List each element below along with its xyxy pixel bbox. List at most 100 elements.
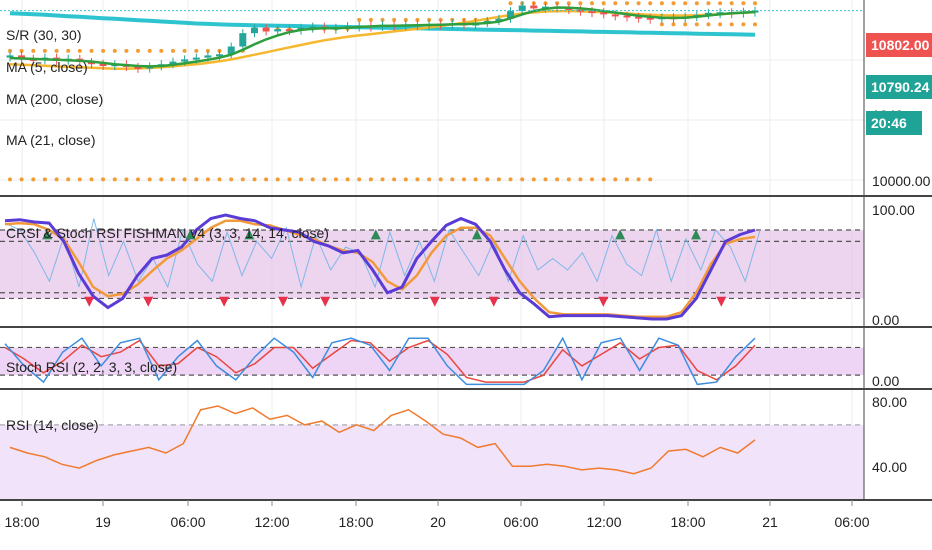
sr-level-dot bbox=[462, 177, 466, 182]
sr-level-dot bbox=[8, 177, 12, 182]
price-tag-box bbox=[866, 75, 932, 99]
sr-level-dot bbox=[636, 1, 641, 6]
main-price-pane bbox=[0, 1, 864, 182]
sr-level-dot bbox=[741, 22, 746, 27]
sr-level-dot bbox=[450, 177, 455, 182]
time-axis-label: 12:00 bbox=[254, 514, 289, 530]
sr-level-dot bbox=[124, 48, 129, 53]
sr-level-dot bbox=[380, 17, 385, 22]
time-axis-label: 20 bbox=[430, 514, 446, 530]
sr-level-dot bbox=[718, 22, 723, 27]
sr-level-dot bbox=[392, 177, 397, 182]
price-tag-box bbox=[866, 111, 922, 135]
candle-body bbox=[507, 11, 514, 19]
sr-level-dot bbox=[136, 177, 140, 182]
sr-level-dot bbox=[136, 48, 140, 53]
candle-body bbox=[216, 54, 223, 57]
sr-level-dot bbox=[659, 22, 664, 27]
crsi-light-line bbox=[4, 218, 761, 289]
time-axis-label: 18:00 bbox=[338, 514, 373, 530]
stoch-band-fill bbox=[0, 347, 864, 376]
sr-level-dot bbox=[368, 177, 373, 182]
sr-level-dot bbox=[101, 48, 106, 53]
sell-signal-marker bbox=[143, 296, 154, 307]
candle-body bbox=[227, 46, 235, 55]
sr-level-dot bbox=[147, 48, 152, 53]
candle-body bbox=[239, 33, 247, 47]
candle-body bbox=[274, 29, 282, 32]
sr-level-dot bbox=[601, 1, 606, 6]
sr-level-dot bbox=[66, 177, 71, 182]
crsi-axis-label: 0.00 bbox=[872, 312, 899, 328]
buy-signal-marker bbox=[185, 229, 196, 240]
buy-signal-marker bbox=[615, 229, 626, 240]
buy-signal-marker bbox=[244, 229, 255, 240]
sr-level-dot bbox=[357, 177, 362, 182]
rsi-axis-label: 40.00 bbox=[872, 459, 907, 475]
sr-level-dot bbox=[240, 177, 245, 182]
time-axis-label: 19 bbox=[95, 514, 111, 530]
sr-level-dot bbox=[555, 177, 560, 182]
crsi-fast-line bbox=[4, 213, 756, 321]
buy-signal-marker bbox=[42, 229, 53, 240]
sr-level-dot bbox=[182, 177, 187, 182]
sr-level-dot bbox=[566, 177, 571, 182]
sr-level-dot bbox=[54, 48, 59, 53]
sr-level-dot bbox=[147, 177, 152, 182]
sr-level-dot bbox=[124, 177, 129, 182]
candle-body bbox=[588, 11, 596, 14]
sr-level-dot bbox=[578, 1, 583, 6]
candle-body bbox=[99, 63, 107, 66]
sr-level-dot bbox=[415, 177, 420, 182]
sr-level-dot bbox=[194, 48, 199, 53]
sr-level-dot bbox=[566, 1, 571, 6]
sr-level-dot bbox=[718, 1, 723, 6]
candle-body bbox=[542, 6, 549, 9]
sr-level-dot bbox=[729, 22, 734, 27]
time-axis-label: 21 bbox=[762, 514, 778, 530]
sell-signal-marker bbox=[598, 296, 609, 307]
legend-layer: S/R (30, 30) MA (5, close) MA (200, close)… bbox=[6, 27, 329, 433]
candle-body bbox=[635, 16, 643, 19]
sr-level-dot bbox=[299, 177, 303, 182]
main-legend-entry: S/R (30, 30) bbox=[6, 27, 81, 43]
sr-level-dot bbox=[31, 177, 36, 182]
sr-level-dot bbox=[205, 48, 210, 53]
sr-level-dot bbox=[671, 1, 676, 6]
price-tag-text: 10790.24 bbox=[871, 79, 930, 95]
time-axis-label: 06:00 bbox=[503, 514, 538, 530]
sell-signal-marker bbox=[219, 296, 230, 307]
sr-level-dot bbox=[171, 48, 175, 53]
crsi-legend: CRSI & Stoch RSI FISHMAN v4 (3, 3, 14, 1… bbox=[6, 225, 329, 241]
sr-level-dot bbox=[671, 22, 676, 27]
candle-body bbox=[704, 12, 712, 15]
sr-level-dot bbox=[77, 48, 82, 53]
ma-5-line bbox=[9, 6, 756, 68]
price-tag-box bbox=[866, 33, 932, 57]
time-axis-label: 12:00 bbox=[586, 514, 621, 530]
sr-level-dot bbox=[648, 1, 653, 6]
crsi-pane bbox=[0, 213, 864, 321]
sr-level-dot bbox=[89, 177, 94, 182]
sr-level-dot bbox=[683, 22, 688, 27]
sr-level-dot bbox=[590, 177, 594, 182]
main-legend-entry: MA (21, close) bbox=[6, 132, 95, 148]
price-axis-label: 10000.00 bbox=[872, 173, 931, 189]
sr-level-dot bbox=[89, 48, 94, 53]
sr-level-dot bbox=[66, 48, 71, 53]
sr-level-dot bbox=[531, 177, 536, 182]
sr-level-dot bbox=[275, 177, 280, 182]
sr-level-dot bbox=[112, 177, 117, 182]
sr-level-dot bbox=[42, 48, 47, 53]
candle-body bbox=[251, 27, 258, 34]
sr-level-dot bbox=[112, 48, 117, 53]
sr-level-dot bbox=[310, 177, 315, 182]
candle-body bbox=[18, 55, 26, 59]
stoch-d-line bbox=[4, 339, 756, 383]
sr-level-dot bbox=[159, 48, 164, 53]
time-axis-label: 06:00 bbox=[834, 514, 869, 530]
candle-body bbox=[530, 5, 538, 9]
price-tag-text: 10802.00 bbox=[871, 37, 930, 53]
sr-level-dot bbox=[613, 1, 618, 6]
candle-body bbox=[262, 27, 270, 32]
